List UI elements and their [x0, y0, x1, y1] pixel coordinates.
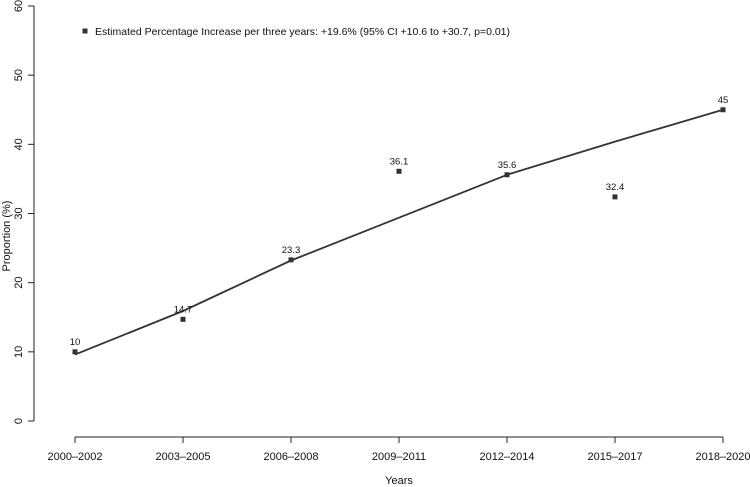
data-label: 23.3: [282, 245, 301, 256]
x-axis: 2000–2002 2003–2005 2006–2008 2009–2011 2012…: [47, 436, 750, 463]
fit-line-group: [74, 108, 724, 356]
x-tick-label: 2006–2008: [263, 451, 318, 463]
data-point: [288, 257, 294, 263]
data-label: 35.6: [498, 160, 517, 171]
y-tick-label: 20: [13, 277, 25, 289]
y-tick-label: 10: [13, 346, 25, 358]
data-label: 14.7: [174, 304, 193, 315]
data-label: 10: [70, 337, 81, 348]
data-point: [504, 172, 510, 178]
x-tick-label: 2000–2002: [47, 451, 102, 463]
legend: Estimated Percentage Increase per three …: [82, 26, 510, 38]
legend-text: Estimated Percentage Increase per three …: [95, 26, 510, 38]
y-axis: 0 10 20 30 40 50 60: [13, 0, 35, 424]
data-label: 45: [718, 95, 729, 106]
x-axis-title: Years: [385, 475, 413, 487]
y-tick-label: 60: [13, 0, 25, 12]
data-label: 36.1: [390, 156, 409, 167]
x-tick-label: 2012–2014: [479, 451, 534, 463]
x-tick-label: 2015–2017: [587, 451, 642, 463]
fit-line: [74, 108, 724, 356]
y-tick-label: 50: [13, 69, 25, 81]
data-points: [72, 107, 726, 355]
x-tick-label: 2009–2011: [372, 451, 426, 463]
data-labels: 10 14.7 23.3 36.1 35.6 32.4 45: [70, 95, 729, 348]
x-tick-label: 2003–2005: [155, 451, 210, 463]
data-label: 32.4: [606, 182, 625, 193]
legend-marker: [82, 28, 88, 34]
data-point: [396, 168, 402, 174]
x-tick-label: 2018–2020: [695, 451, 750, 463]
data-point: [612, 194, 618, 200]
data-point: [72, 349, 78, 355]
data-point: [180, 316, 186, 322]
data-point: [720, 107, 726, 113]
y-tick-label: 30: [13, 207, 25, 219]
y-tick-label: 0: [13, 418, 25, 424]
y-tick-label: 40: [13, 138, 25, 150]
y-axis-title: Proportion (%): [1, 201, 13, 272]
